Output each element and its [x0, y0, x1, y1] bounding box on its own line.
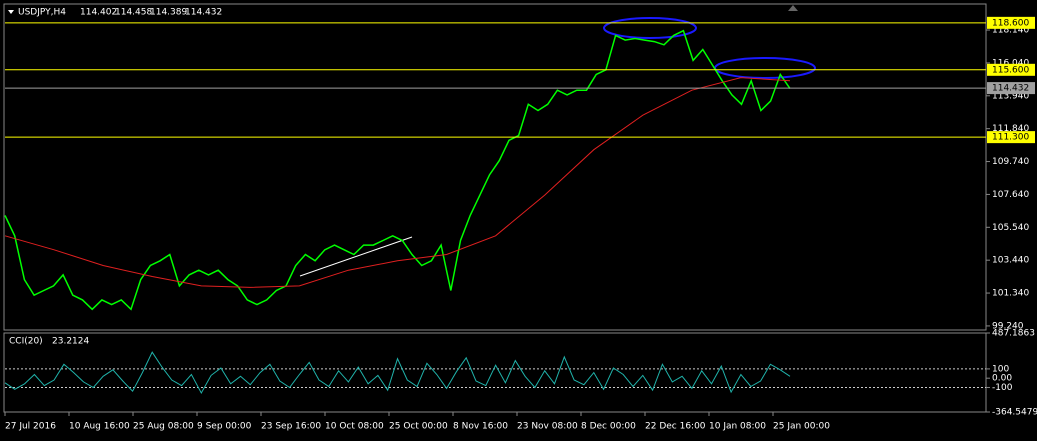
y-tick-label: 107.640 — [992, 190, 1029, 200]
x-tick-label: 25 Aug 08:00 — [133, 422, 194, 432]
cci-panel — [3, 332, 987, 413]
level-label: 111.300 — [992, 133, 1029, 143]
y-tick-label: 103.440 — [992, 256, 1029, 266]
level-label-bg — [987, 82, 1035, 95]
menu-arrow — [8, 10, 14, 14]
x-tick-label: 22 Dec 16:00 — [645, 422, 706, 432]
y-tick-label: 0.00 — [992, 374, 1012, 384]
ohlc-value: 114.458 — [115, 8, 152, 18]
chart-title: USDJPY,H4 — [18, 8, 66, 18]
y-tick-label: 113.940 — [992, 91, 1029, 101]
x-tick-label: 27 Jul 2016 — [5, 422, 56, 432]
x-tick-label: 23 Sep 16:00 — [261, 422, 321, 432]
cci-title: CCI(20) — [9, 337, 43, 347]
shift-marker — [788, 5, 798, 11]
level-label-bg — [987, 131, 1035, 144]
y-tick-label: -364.5479 — [992, 408, 1037, 418]
x-tick-label: 10 Aug 16:00 — [69, 422, 130, 432]
highlight-ellipse — [603, 17, 697, 39]
y-tick-label: -100 — [992, 383, 1013, 393]
y-tick-label: 109.740 — [992, 157, 1029, 167]
x-tick-label: 25 Jan 00:00 — [773, 422, 830, 432]
x-tick-label: 8 Nov 16:00 — [453, 422, 508, 432]
price-panel — [3, 3, 987, 331]
x-tick-label: 9 Sep 00:00 — [197, 422, 252, 432]
level-label: 115.600 — [992, 65, 1029, 75]
y-tick-label: 105.540 — [992, 223, 1029, 233]
level-label: 114.432 — [992, 84, 1029, 94]
series-line — [4, 29, 791, 311]
y-tick-label: 116.040 — [992, 58, 1029, 68]
x-tick-label: 8 Dec 00:00 — [581, 422, 636, 432]
y-tick-label: 111.840 — [992, 124, 1029, 134]
y-tick-label: 101.340 — [992, 289, 1029, 299]
highlight-ellipse — [714, 57, 816, 79]
y-tick-label: 99.240 — [992, 321, 1024, 331]
x-tick-label: 23 Nov 08:00 — [517, 422, 578, 432]
level-label-bg — [987, 63, 1035, 76]
ohlc-value: 114.402 — [80, 8, 117, 18]
series-line — [4, 351, 791, 395]
x-tick-label: 10 Jan 08:00 — [709, 422, 766, 432]
level-label-bg — [987, 16, 1035, 29]
y-tick-label: 118.140 — [992, 26, 1029, 36]
trendline — [299, 236, 413, 277]
y-tick-label: 487.1863 — [992, 329, 1035, 339]
ohlc-value: 114.389 — [150, 8, 187, 18]
cci-current: 23.2124 — [52, 337, 89, 347]
y-tick-label: 100 — [992, 364, 1009, 374]
x-tick-label: 25 Oct 00:00 — [389, 422, 448, 432]
x-tick-label: 10 Oct 08:00 — [325, 422, 384, 432]
ohlc-value: 114.432 — [185, 8, 222, 18]
level-label: 118.600 — [992, 18, 1029, 28]
series-line — [4, 77, 791, 288]
